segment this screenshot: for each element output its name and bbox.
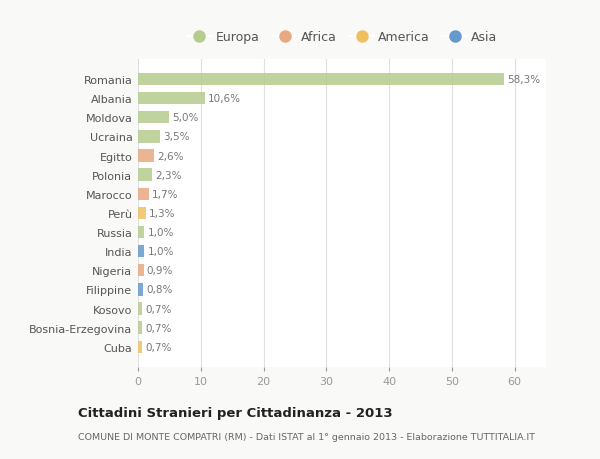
Bar [138, 73, 504, 86]
Text: 5,0%: 5,0% [173, 113, 199, 123]
Text: 58,3%: 58,3% [507, 75, 540, 85]
Text: Cittadini Stranieri per Cittadinanza - 2013: Cittadini Stranieri per Cittadinanza - 2… [78, 406, 392, 419]
Text: 1,3%: 1,3% [149, 208, 176, 218]
Bar [138, 246, 144, 258]
Text: 0,7%: 0,7% [146, 323, 172, 333]
Bar [138, 188, 149, 201]
Bar [138, 112, 169, 124]
Text: 3,5%: 3,5% [163, 132, 190, 142]
Bar [138, 341, 142, 353]
Text: 0,9%: 0,9% [147, 266, 173, 276]
Text: 2,6%: 2,6% [157, 151, 184, 161]
Text: 0,7%: 0,7% [146, 342, 172, 352]
Text: 2,3%: 2,3% [155, 170, 182, 180]
Bar [138, 131, 160, 143]
Text: 0,7%: 0,7% [146, 304, 172, 314]
Text: 1,0%: 1,0% [148, 228, 174, 237]
Text: 1,7%: 1,7% [152, 190, 178, 199]
Text: COMUNE DI MONTE COMPATRI (RM) - Dati ISTAT al 1° gennaio 2013 - Elaborazione TUT: COMUNE DI MONTE COMPATRI (RM) - Dati IST… [78, 432, 535, 442]
Bar [138, 207, 146, 220]
Bar [138, 169, 152, 181]
Bar [138, 322, 142, 334]
Text: 0,8%: 0,8% [146, 285, 173, 295]
Bar [138, 264, 143, 277]
Bar [138, 302, 142, 315]
Bar [138, 150, 154, 162]
Text: 10,6%: 10,6% [208, 94, 241, 104]
Text: 1,0%: 1,0% [148, 246, 174, 257]
Bar [138, 226, 144, 239]
Bar [138, 284, 143, 296]
Legend: Europa, Africa, America, Asia: Europa, Africa, America, Asia [182, 26, 502, 49]
Bar [138, 93, 205, 105]
